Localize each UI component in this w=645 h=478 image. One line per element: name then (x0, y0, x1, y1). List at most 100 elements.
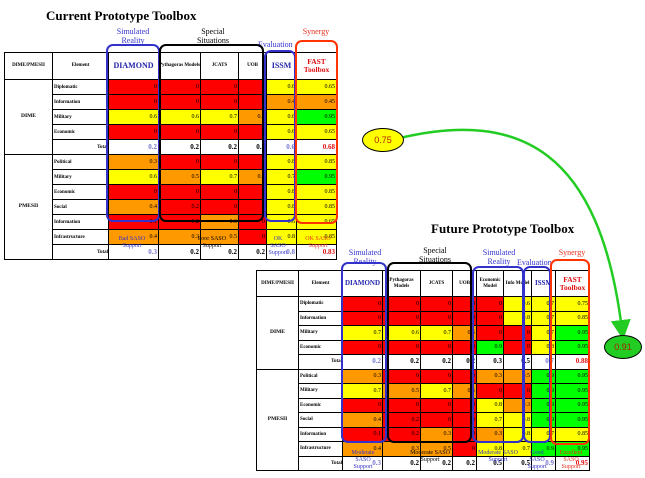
score-cell: 0.3 (108, 154, 159, 170)
current-caption-special: Poor SASO Support (197, 236, 227, 249)
current-header-dime-pmesii: DIME/PMESII (4, 52, 53, 80)
score-cell: 0.6 (266, 109, 297, 125)
score-cell: 0.4 (266, 94, 297, 110)
score-cell: 0 (158, 79, 201, 95)
score-cell: 0.75 (555, 296, 590, 312)
future-pmesii-row: Infrastructure 0.4 0.3 0.5 0 0.8 0.7 0.9 0.95 (257, 441, 590, 457)
score-cell: 0 (382, 339, 421, 355)
future-header-row: DIME/PMESII Element DIAMOND Pythagoras M… (256, 270, 590, 297)
score-cell: 0 (342, 397, 383, 413)
score-cell: 0.6 (108, 109, 159, 125)
current-pmesii-row: Social 0.4 0.2 0 0 0.8 0.85 (5, 199, 337, 215)
future-simulated-reality-box (341, 262, 387, 443)
current-score-ellipse: 0.75 (362, 128, 404, 152)
score-cell: 0 (420, 412, 453, 428)
score-cell: 0.7 (342, 325, 383, 341)
score-cell: 0 (108, 94, 159, 110)
score-cell: 0.7 (420, 383, 453, 399)
current-caption-evaluation: OK SASO Support (268, 236, 288, 256)
current-pmesii-label: PMESII (4, 154, 53, 260)
future-caption-evaluation: Good SASO Support (527, 450, 547, 470)
future-group-simulated-reality-2: Simulated Reality (482, 248, 516, 266)
score-cell: 0.3 (108, 244, 159, 260)
future-caption-synergy: Excellent SASO Support (559, 450, 583, 470)
score-cell: 0 (342, 339, 383, 355)
score-cell: 0.7 (503, 441, 532, 457)
future-title: Future Prototype Toolbox (431, 221, 575, 236)
score-cell: 0 (342, 296, 383, 312)
current-dime-row: Information 0 0 0 0 0.4 0.45 (5, 94, 337, 110)
current-pmesii-row: Military 0.6 0.5 0.7 0.5 0.7 0.95 (5, 169, 337, 185)
score-cell: 0.6 (158, 109, 201, 125)
score-cell: 0.2 (420, 354, 453, 370)
future-header-dime-pmesii: DIME/PMESII (256, 270, 299, 297)
score-cell: 0.83 (296, 244, 337, 260)
score-cell: 0 (238, 124, 267, 140)
future-dime-label: DIME (256, 296, 299, 370)
score-cell: 0.85 (296, 229, 337, 245)
element-label: Information (298, 310, 343, 326)
score-cell: 0.2 (200, 139, 239, 155)
score-cell: 0 (200, 94, 239, 110)
score-cell: 0.4 (108, 229, 159, 245)
future-score-ellipse: 0.91 (604, 335, 642, 359)
score-cell: 0 (158, 184, 201, 200)
score-cell: 0.95 (555, 339, 590, 355)
element-label: Infrastructure (52, 229, 109, 245)
current-pmesii-row: Economic 0 0 0 0 0.8 0.85 (5, 184, 337, 200)
score-cell: 0 (476, 296, 504, 312)
element-label: Military (298, 383, 343, 399)
future-header-info-model: Info Model (503, 270, 532, 297)
score-cell: 0.2 (238, 244, 267, 260)
score-cell: 0.2 (238, 139, 267, 155)
score-cell: 0.4 (108, 199, 159, 215)
future-dime-row: Economic 0 0 0 0 0.9 0 0.8 0.95 (257, 339, 590, 355)
current-caption-simulated: Bad SASO Support (118, 236, 146, 249)
current-group-special-situations: Special Situations (196, 27, 229, 45)
score-cell: 0 (108, 79, 159, 95)
future-special-situations-box (387, 262, 472, 443)
score-cell: 0.3 (476, 368, 504, 384)
element-label: Diplomatic (52, 79, 109, 95)
score-cell: 0.2 (342, 354, 383, 370)
future-group-special-situations: Special Situations (418, 246, 451, 264)
element-label: Political (52, 154, 109, 170)
current-dime-row: DIME Diplomatic 0 0 0 0 0.6 0.65 (4, 79, 337, 155)
score-cell: 0 (108, 184, 159, 200)
score-cell: 0.2 (158, 244, 201, 260)
score-cell: 0.85 (296, 199, 337, 215)
current-header-element: Element (52, 52, 109, 80)
score-cell: 0.5 (382, 383, 421, 399)
current-header-fast-toolbox: FAST Toolbox (296, 52, 337, 80)
score-cell: 0.65 (296, 79, 337, 95)
current-title: Current Prototype Toolbox (46, 8, 197, 23)
future-pmesii-row: Information 0.1 0.2 0.3 0 0.3 0.8 0.7 0.85 (257, 426, 590, 442)
future-dime-row: DIME Diplomatic 0 0 0 0 0 0.6 0.7 0.75 (256, 296, 590, 370)
score-cell: 0.8 (266, 199, 297, 215)
score-cell: 0 (200, 199, 239, 215)
element-label: Diplomatic (298, 296, 343, 312)
score-cell: 0.3 (342, 455, 383, 471)
score-cell: 0.85 (555, 310, 590, 326)
future-dime-row: Information 0 0 0 0 0 0.8 0.7 0.85 (257, 310, 590, 326)
score-cell: 0 (238, 184, 267, 200)
score-cell: 0.88 (555, 354, 590, 370)
element-label: Information (52, 94, 109, 110)
score-cell: 0.3 (200, 214, 239, 230)
current-synergy-box (295, 40, 338, 224)
element-label: Political (298, 368, 343, 384)
score-cell: 0 (420, 310, 453, 326)
score-cell: 0.4 (342, 412, 383, 428)
current-dime-row: Military 0.6 0.6 0.7 0.4 0.6 0.95 (5, 109, 337, 125)
future-caption-simulated-2: Moderate SASO Support (478, 450, 518, 463)
score-cell: 0.68 (296, 139, 337, 155)
score-cell: 0.95 (555, 455, 590, 471)
score-cell: 0.8 (476, 397, 504, 413)
score-cell: 0.9 (531, 441, 556, 457)
current-pmesii-row: PMESII Political 0.3 0 0 0 0.8 0.85 (4, 154, 337, 260)
score-cell: 0.1 (342, 426, 383, 442)
element-label: Total (298, 455, 343, 471)
current-special-situations-box (159, 44, 264, 222)
current-dime-row: Economic 0 0 0 0 0.6 0.65 (5, 124, 337, 140)
future-header-jcats: JCATS (420, 270, 453, 297)
